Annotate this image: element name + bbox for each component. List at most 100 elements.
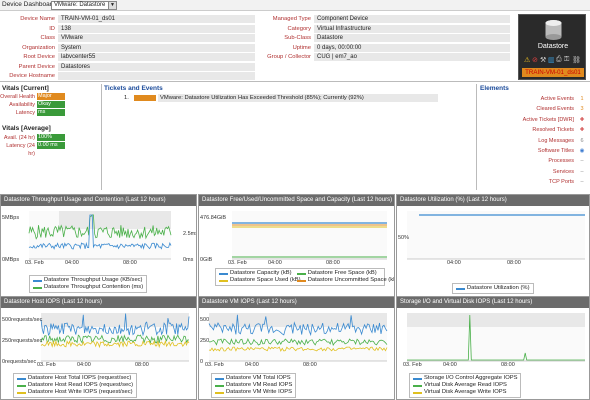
legend-item[interactable]: Datastore VM Total IOPS [215,375,292,382]
legend-item[interactable]: Datastore Throughput Contention (ms) [33,284,143,291]
device-info-key: Uptime [292,44,311,51]
element-link[interactable]: Cleared Events 3 [500,105,590,114]
legend-label: Datastore VM Write IOPS [226,389,292,395]
chart-title: Datastore Utilization (%) (Last 12 hours… [397,195,589,206]
chart-plot [232,211,387,260]
chart-icon[interactable]: ▥ [548,57,555,64]
tools-icon[interactable]: ⚒ [540,57,547,64]
device-info-key: Class [40,35,56,41]
legend-item[interactable]: Datastore Host Total IOPS (request/sec) [17,375,133,382]
device-info-row: Organization System [0,43,255,52]
legend-label: Datastore Uncommitted Space (kB) [307,277,395,283]
vital-label: Latency [15,110,35,116]
legend-item[interactable]: Storage I/O Control Aggregate IOPS [413,375,517,382]
element-label: Active Events [540,96,574,102]
stop-icon[interactable]: ⊘ [532,57,538,64]
legend-item[interactable]: Datastore Host Write IOPS (request/sec) [17,389,133,396]
tickets-section: Tickets and Events 1. VMware: Datastore U… [101,84,477,190]
x-axis-label: 03. Feb [205,362,224,368]
vital-value: Major [37,93,65,100]
series-line [40,339,190,349]
software-titles-icon: ◉ [579,148,585,154]
vital-label: Latency (24 hr) [6,143,35,157]
chevron-down-icon[interactable]: ▼ [108,2,116,9]
key-icon[interactable]: ⚿ [564,56,570,63]
chart-legend: Datastore Utilization (%) [452,283,534,294]
y-axis-label: 5MBps [2,215,20,221]
legend-label: Virtual Disk Average Write IOPS [424,389,507,395]
element-link[interactable]: Processes – [500,157,590,166]
vital-label: Overall Health [0,94,35,100]
warning-icon[interactable]: ⚠ [524,57,531,64]
legend-item[interactable]: Datastore VM Write IOPS [215,389,292,396]
device-info-panel: Device Name TRAIN-VM-01_ds01 ID 138 Class VMw… [0,12,590,82]
chart-legend: Storage I/O Control Aggregate IOPS Virtua… [409,373,522,398]
vitals-section: Vitals [Current] Overall Health Major Avai… [0,84,99,190]
vital-row: Avail. (24 hr) 100% [0,134,99,142]
x-axis-label: 08:00 [501,362,515,368]
vital-row: Availability Okay [0,101,99,109]
element-link[interactable]: Active Tickets [DWR] ✚ [500,116,590,125]
element-link[interactable]: Active Events 1 [500,95,590,104]
device-info-value: 138 [58,24,255,33]
device-info-row: Root Device labvcenter55 [0,53,255,61]
elements-title: Elements [480,85,509,92]
vitals-current-title: Vitals [Current] [2,85,49,92]
element-label: TCP Ports [548,179,574,186]
element-label: Log Messages [538,137,574,144]
series-line [40,334,190,345]
element-link[interactable]: Services – [500,168,590,177]
chart-title: Storage I/O and Virtual Disk IOPS (Last … [397,297,589,308]
series-line [28,214,172,250]
legend-item[interactable]: Datastore Throughput Usage (KB/sec) [33,277,143,284]
legend-item[interactable]: Virtual Disk Average Write IOPS [413,389,517,396]
y-axis-label-right: 2.5ms [183,231,197,237]
element-link[interactable]: Resolved Tickets ✚ [500,126,590,135]
series-line [407,314,585,361]
legend-item[interactable]: Datastore Uncommitted Space (kB) [296,277,394,284]
vital-row: Overall Health Major [0,93,99,101]
device-info-key: Sub-Class [284,35,311,41]
series-line [40,313,190,337]
chart-plot [407,313,585,362]
legend-item[interactable]: Datastore Space Used (kB) [219,277,301,284]
ticket-text: VMware: Datastore Utilization Has Exceed… [158,94,438,102]
chart-title: Datastore Free/Used/Uncommitted Space an… [199,195,394,206]
legend-swatch [17,378,26,380]
element-label: Processes [548,158,574,165]
ticket-row[interactable]: 1. VMware: Datastore Utilization Has Exce… [104,94,474,102]
legend-swatch [413,392,422,394]
badge-toolbar: ⚠ ⊘ ⚒ ▥ ⎙ ⚿ ⛓ [524,56,582,64]
legend-label: Virtual Disk Average Read IOPS [424,382,507,388]
chart-title: Datastore VM IOPS (Last 12 hours) [199,297,394,308]
legend-item[interactable]: Datastore Free Space (kB) [296,270,377,277]
chart-title: Datastore Throughput Usage and Contentio… [1,195,196,206]
dashboard-select[interactable]: VMware: Datastore ▼ [51,1,117,10]
legend-item[interactable]: Datastore Capacity (kB) [219,270,297,277]
legend-item[interactable]: Datastore Host Read IOPS (request/sec) [17,382,133,389]
element-link[interactable]: Log Messages 6 [500,137,590,146]
x-axis-label: 04:00 [443,362,457,368]
legend-label: Datastore Utilization (%) [467,285,530,291]
element-link[interactable]: TCP Ports – [500,178,590,187]
x-axis-label: 03. Feb [37,362,56,368]
y-axis-label: 500 [200,317,210,323]
chart-title: Datastore Host IOPS (Last 12 hours) [1,297,196,308]
x-axis-label: 08:00 [123,260,137,266]
chart-plot [28,211,172,260]
y-axis-label: 250requests/sec [2,338,43,344]
ticket-severity [134,95,156,101]
legend-swatch [215,392,224,394]
chart-panel: Datastore Host IOPS (Last 12 hours) 500re… [0,296,197,400]
legend-item[interactable]: Datastore VM Read IOPS [215,382,292,389]
vital-value: 100% [37,134,65,141]
legend-item[interactable]: Virtual Disk Average Read IOPS [413,382,517,389]
element-link[interactable]: Software Titles ◉ [500,147,590,156]
device-badge: Datastore ⚠ ⊘ ⚒ ▥ ⎙ ⚿ ⛓ TRAIN-VM-01_ds01 [518,14,586,80]
device-info-value: 0 days, 00:00:00 [314,43,510,52]
print-icon[interactable]: ⎙ [556,56,562,63]
link-icon[interactable]: ⛓ [572,57,581,64]
element-label: Cleared Events [536,106,574,113]
legend-item[interactable]: Datastore Utilization (%) [456,285,530,292]
chart-panel: Datastore VM IOPS (Last 12 hours) 500 250 0… [198,296,395,400]
